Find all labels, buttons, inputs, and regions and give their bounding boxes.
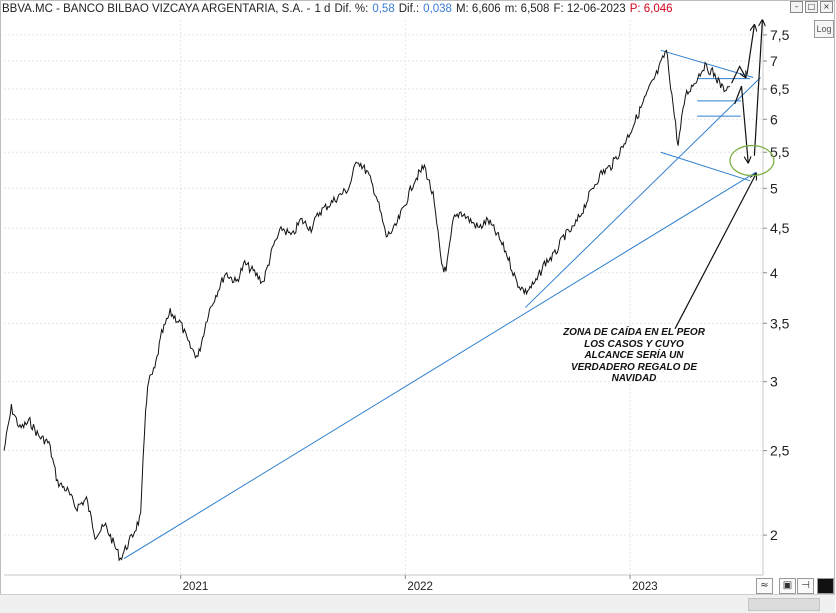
max-label: M: 6,606 [455,3,501,15]
y-tick-label: 4 [770,265,778,281]
y-tick-label: 2 [770,527,778,543]
annotation-line: NAVIDAD [611,373,657,384]
y-tick-label: 5 [770,180,778,196]
annotation-line: VERDADERO REGALO DE [570,361,698,373]
annotation-pointer-arrow [674,174,756,330]
horizontal-scrollbar[interactable] [0,594,835,613]
wedge-lower-line [660,151,751,182]
annotation-line: ALCANCE SERÍA UN [584,350,684,361]
maximize-button[interactable]: □ [805,1,818,13]
annotation-text: ZONA DE CAÍDA EN EL PEOR LOS CASOS Y CUY… [548,327,720,385]
long-trendline [123,171,757,559]
window-controls: – □ × [790,1,833,13]
dif-pct-value: 0,58 [372,3,395,15]
y-tick-label: 6 [770,111,778,127]
date-label: F: 12-06-2023 [553,3,626,15]
log-scale-button[interactable]: Log [814,20,834,38]
drawings [123,20,775,559]
price-label: P: 6,046 [629,3,673,15]
y-tick-label: 6,5 [770,81,790,97]
dif-label: Dif.: [398,3,420,15]
minimize-button[interactable]: – [790,1,803,13]
x-tick-label: 2022 [407,581,433,593]
price-chart: 2 2,5 3 3,5 4 4,5 5 5,5 6 6,5 7 7,5 2021 2022 2023 [3,0,790,593]
x-tick-label: 2023 [632,581,658,593]
dif-pct-label: Dif. %: [334,3,369,15]
zigzag-arrow-2 [734,85,749,163]
annotation-line: ZONA DE CAÍDA EN EL PEOR [563,327,705,338]
chart-grid [4,20,763,575]
y-tick-label: 4,5 [770,220,790,236]
min-label: m: 6,508 [504,3,550,15]
y-tick-label: 5,5 [770,144,790,160]
zoom-icon[interactable]: ≈ [756,578,773,594]
breakout-arrow [746,25,754,75]
price-series [3,49,731,562]
close-button[interactable]: × [820,1,833,13]
scrollbar-thumb[interactable] [748,598,820,611]
wedge-upper-line [660,49,754,79]
color-swatch-icon[interactable] [817,578,834,594]
pin-icon[interactable]: ⊣ [797,578,814,594]
interval-label: 1 d [314,3,331,15]
symbol-name: BBVA.MC - BANCO BILBAO VIZCAYA ARGENTARI… [2,3,311,15]
target-arrow [753,20,762,156]
dif-value: 0,038 [423,3,452,15]
x-tick-label: 2021 [183,581,209,593]
y-tick-label: 7,5 [770,27,790,43]
quote-header: BBVA.MC - BANCO BILBAO VIZCAYA ARGENTARI… [2,1,792,18]
y-tick-label: 3,5 [770,315,790,331]
zigzag-arrow-1 [731,65,746,84]
chart-axes: 2 2,5 3 3,5 4 4,5 5 5,5 6 6,5 7 7,5 2021 2022 2023 [4,20,790,593]
y-tick-label: 3 [770,374,778,390]
price-line [3,49,731,562]
y-tick-label: 2,5 [770,443,790,459]
y-tick-label: 7 [770,53,778,69]
target-zone-ellipse [729,144,775,177]
annotation-line: LOS CASOS Y CUYO [584,338,684,350]
save-icon[interactable]: ▣ [779,578,796,594]
